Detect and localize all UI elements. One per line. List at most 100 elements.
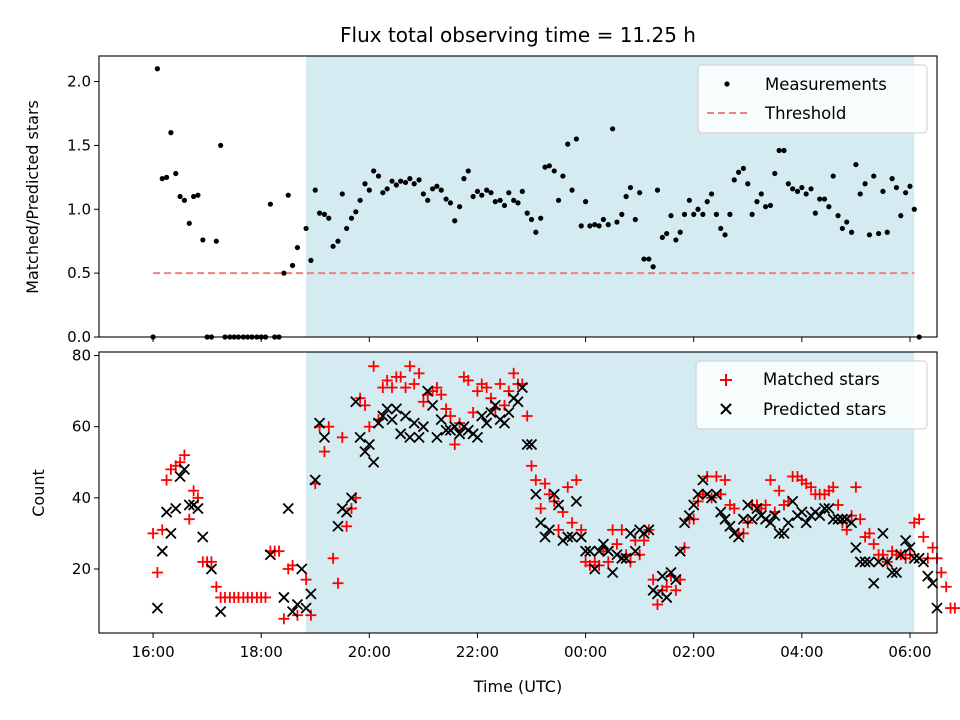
- measurement-point: [555, 197, 562, 203]
- matched-point: [323, 421, 335, 433]
- predicted-point: [386, 413, 398, 426]
- predicted-point: [359, 445, 371, 458]
- predicted-point: [643, 524, 655, 536]
- measurement-point: [763, 204, 769, 210]
- predicted-point: [435, 413, 447, 426]
- matched-point: [846, 510, 858, 522]
- matched-point: [562, 481, 574, 493]
- predicted-point: [313, 417, 326, 429]
- predicted-point: [566, 531, 578, 543]
- predicted-point: [178, 463, 191, 476]
- matched-point: [616, 524, 628, 536]
- measurement-point: [637, 190, 643, 196]
- measurement-point: [731, 177, 737, 183]
- measurement-point: [375, 173, 382, 179]
- bottom-y-axis-title: Count: [29, 469, 48, 517]
- measurement-point: [281, 270, 287, 276]
- predicted-point: [404, 431, 416, 444]
- predicted-point: [156, 545, 168, 557]
- measurement-point: [492, 199, 498, 205]
- legend-label-matched: Matched stars: [763, 370, 880, 389]
- matched-point: [611, 538, 623, 550]
- measurement-point: [511, 197, 517, 203]
- predicted-point: [917, 556, 930, 568]
- predicted-point: [332, 520, 344, 532]
- measurement-point: [303, 225, 309, 232]
- matched-point: [773, 485, 785, 497]
- predicted-point: [345, 492, 358, 504]
- predicted-point: [462, 424, 474, 436]
- measurement-point: [785, 181, 791, 187]
- measurement-point: [181, 197, 188, 203]
- predicted-point: [170, 502, 182, 515]
- measurement-point: [159, 176, 165, 182]
- measurement-point: [484, 187, 490, 193]
- predicted-point: [688, 499, 700, 511]
- matched-point: [377, 382, 389, 394]
- measurement-point: [565, 141, 571, 147]
- predicted-point: [282, 502, 294, 515]
- measurement-point: [749, 211, 755, 217]
- measurement-point: [267, 201, 273, 207]
- measurement-point: [708, 191, 715, 197]
- predicted-point: [215, 606, 227, 618]
- measurement-point: [294, 244, 301, 251]
- measurement-point: [650, 264, 656, 270]
- measurement-point: [452, 218, 458, 224]
- predicted-point: [895, 549, 907, 561]
- matched-point: [462, 374, 474, 386]
- measurement-point: [659, 234, 665, 240]
- measurement-point: [889, 176, 895, 182]
- matched-point: [760, 499, 772, 511]
- predicted-point: [697, 474, 709, 486]
- matched-point: [553, 524, 565, 536]
- matched-point: [575, 524, 587, 536]
- top-y-ticks: 0.0 0.5 1.0 1.5 2.0: [67, 73, 99, 346]
- predicted-point: [877, 527, 889, 540]
- predicted-point: [160, 506, 173, 518]
- measurement-point: [600, 216, 607, 223]
- measurement-point: [582, 199, 589, 205]
- predicted-point: [881, 556, 893, 568]
- predicted-point: [525, 438, 538, 451]
- bottom-legend: Matched stars Predicted stars: [695, 360, 928, 430]
- measurement-point: [803, 191, 809, 197]
- measurement-point: [794, 188, 801, 194]
- matched-point: [647, 574, 659, 586]
- measurement-point: [677, 229, 683, 235]
- measurement-point: [880, 188, 886, 194]
- legend-marker-matched: [720, 374, 732, 386]
- matched-point: [481, 382, 493, 394]
- predicted-point: [516, 381, 528, 394]
- measurement-point: [686, 197, 692, 203]
- measurement-point: [218, 142, 224, 149]
- legend-label-threshold: Threshold: [764, 104, 846, 123]
- measurement-point: [853, 161, 859, 168]
- measurement-point: [515, 200, 521, 206]
- predicted-point: [800, 517, 812, 529]
- predicted-point: [535, 517, 547, 529]
- predicted-point: [498, 417, 511, 429]
- measurement-point: [673, 237, 679, 243]
- predicted-point: [737, 513, 750, 525]
- measurement-point: [862, 181, 868, 187]
- matched-point: [287, 559, 299, 571]
- measurement-point: [380, 190, 386, 196]
- matched-point: [508, 367, 520, 379]
- predicted-point: [476, 410, 488, 422]
- measurement-point: [546, 163, 552, 169]
- predicted-point: [827, 513, 839, 525]
- measurement-point: [884, 229, 890, 235]
- predicted-point: [570, 495, 583, 508]
- matched-point: [728, 503, 740, 515]
- matched-point: [661, 581, 673, 593]
- predicted-point: [683, 509, 696, 522]
- bottom-legend-box: [695, 360, 928, 430]
- matched-point: [368, 360, 380, 372]
- matched-point: [467, 406, 479, 418]
- predicted-point: [521, 438, 533, 451]
- predicted-point: [305, 588, 317, 600]
- predicted-point: [854, 556, 866, 568]
- matched-point: [535, 503, 547, 515]
